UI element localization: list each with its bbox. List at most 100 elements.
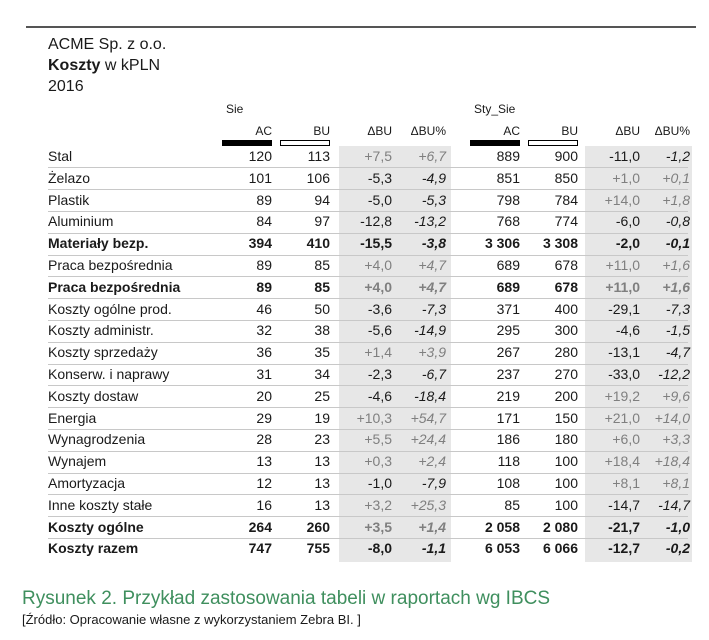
- col-dbu-month-cell: -5,3: [367, 169, 392, 186]
- col-ac-month-cell: 89: [256, 191, 272, 208]
- col-dbu-month-cell: +1,4: [364, 344, 392, 361]
- col-dbupct-month-cell: +24,4: [410, 431, 446, 448]
- row-label: Żelazo: [48, 169, 91, 186]
- col-dbupct-ytd-cell: +1,6: [662, 278, 690, 295]
- col-bu-ytd-cell: 280: [554, 344, 578, 361]
- col-dbupct-month-header: ΔBU%: [410, 124, 446, 138]
- col-bu-ytd-cell: 100: [554, 453, 578, 470]
- col-dbu-ytd-cell: +11,0: [605, 257, 640, 273]
- row-divider: [48, 276, 688, 278]
- col-dbupct-ytd-cell: -0,8: [665, 213, 690, 230]
- col-bu-month-cell: 94: [314, 191, 330, 208]
- row-divider: [48, 450, 688, 452]
- col-ac-month-cell: 89: [256, 278, 272, 295]
- row-label: Koszty sprzedaży: [48, 344, 158, 361]
- col-dbu-ytd-cell: -4,6: [615, 322, 640, 339]
- col-bu-ytd-header: BU: [561, 124, 578, 138]
- col-dbupct-ytd-cell: -0,1: [665, 235, 690, 252]
- col-dbupct-month-cell: +4,7: [418, 278, 446, 295]
- col-dbupct-month-cell: -14,9: [414, 322, 446, 339]
- col-ac-month-cell: 394: [248, 235, 272, 252]
- col-bu-ytd-cell: 6 066: [542, 540, 578, 557]
- col-bu-ytd-cell: 270: [554, 366, 578, 382]
- col-dbupct-ytd-cell: +1,8: [662, 191, 690, 208]
- col-dbupct-month-cell: -1,1: [421, 540, 446, 557]
- col-bu-month-cell: 23: [314, 431, 330, 448]
- col-ac-month-cell: 32: [256, 322, 272, 339]
- col-ac-month-cell: 36: [256, 344, 272, 361]
- col-dbu-month-cell: +0,3: [364, 453, 392, 470]
- col-dbupct-month-cell: +6,7: [418, 148, 446, 164]
- col-dbu-month-cell: +4,0: [364, 278, 392, 295]
- col-bu-month-cell: 260: [306, 518, 330, 535]
- col-dbupct-month-cell: -18,4: [414, 387, 446, 404]
- col-bu-ytd-cell: 100: [554, 475, 578, 491]
- shade-right-variance: [585, 146, 692, 562]
- col-ac-ytd-cell: 85: [504, 496, 520, 513]
- row-divider: [48, 472, 688, 474]
- col-ac-ytd-cell: 689: [496, 278, 520, 295]
- row-label: Koszty razem: [48, 540, 139, 557]
- bu-marker-right: [528, 140, 578, 146]
- col-bu-month-cell: 106: [306, 169, 330, 186]
- col-bu-month-cell: 113: [307, 148, 330, 164]
- col-dbupct-ytd-cell: -1,5: [665, 322, 690, 339]
- col-dbupct-ytd-cell: -7,3: [665, 300, 690, 317]
- col-dbu-ytd-header: ΔBU: [615, 124, 640, 138]
- col-dbupct-ytd-cell: -12,2: [658, 366, 690, 382]
- top-rule: [26, 26, 696, 28]
- col-dbupct-month-cell: +54,7: [410, 409, 446, 426]
- col-dbupct-month-cell: +2,4: [418, 453, 446, 470]
- col-dbu-ytd-cell: +6,0: [612, 431, 640, 448]
- col-dbupct-ytd-cell: +18,4: [654, 453, 690, 470]
- row-label: Stal: [48, 148, 73, 164]
- col-dbu-month-cell: -4,6: [367, 387, 392, 404]
- table-row: Koszty sprzedaży 36 35 +1,4 +3,9 267 280 -13,1 -…: [48, 342, 690, 364]
- col-dbu-month-cell: +7,5: [364, 148, 392, 164]
- col-dbupct-month-cell: -13,2: [414, 213, 446, 230]
- row-divider: [48, 319, 688, 321]
- row-divider: [48, 363, 688, 365]
- col-ac-ytd-cell: 186: [496, 431, 520, 448]
- col-ac-month-cell: 12: [256, 475, 272, 491]
- row-label: Aluminium: [48, 213, 114, 230]
- col-ac-ytd-cell: 689: [496, 257, 520, 273]
- table-row: Konserw. i naprawy 31 34 -2,3 -6,7 237 270 -33,…: [48, 364, 690, 386]
- group-label-ytd: Sty_Sie: [474, 102, 516, 116]
- col-ac-ytd-cell: 237: [496, 366, 520, 382]
- col-bu-ytd-cell: 400: [554, 300, 578, 317]
- row-divider: [48, 428, 688, 430]
- col-dbupct-ytd-cell: +0,1: [662, 169, 690, 186]
- row-divider: [48, 494, 688, 496]
- row-divider: [48, 516, 688, 518]
- col-dbupct-month-cell: +1,4: [418, 518, 446, 535]
- row-divider: [48, 298, 688, 300]
- col-dbupct-ytd-cell: -1,0: [665, 518, 690, 535]
- col-bu-ytd-cell: 180: [554, 431, 578, 448]
- report-title-unit: w kPLN: [100, 57, 161, 74]
- col-bu-month-cell: 34: [314, 366, 330, 382]
- col-bu-month-cell: 97: [314, 213, 330, 230]
- col-dbupct-ytd-cell: -1,2: [665, 148, 690, 164]
- col-ac-month-cell: 101: [248, 169, 272, 186]
- ac-marker-right: [470, 140, 520, 146]
- col-dbupct-month-cell: -6,7: [421, 366, 446, 382]
- col-bu-ytd-cell: 774: [554, 213, 578, 230]
- row-divider: [48, 210, 688, 212]
- col-ac-ytd-cell: 371: [496, 300, 520, 317]
- col-dbu-month-cell: -2,3: [367, 366, 392, 382]
- col-bu-ytd-cell: 784: [554, 191, 578, 208]
- col-bu-month-cell: 50: [314, 300, 330, 317]
- col-dbupct-month-cell: +4,7: [418, 257, 446, 273]
- col-ac-ytd-cell: 6 053: [484, 540, 520, 557]
- col-dbupct-ytd-header: ΔBU%: [654, 124, 690, 138]
- table-row: Wynagrodzenia 28 23 +5,5 +24,4 186 180 +6,0 +3,3: [48, 429, 690, 451]
- row-label: Koszty ogólne: [48, 518, 144, 535]
- col-ac-month-cell: 29: [256, 409, 272, 426]
- report-title: Koszty w kPLN: [48, 57, 160, 75]
- col-ac-ytd-cell: 3 306: [484, 235, 520, 252]
- col-bu-ytd-cell: 850: [554, 169, 578, 186]
- row-divider: [48, 407, 688, 409]
- row-label: Praca bezpośrednia: [48, 278, 181, 295]
- row-divider: [48, 385, 688, 387]
